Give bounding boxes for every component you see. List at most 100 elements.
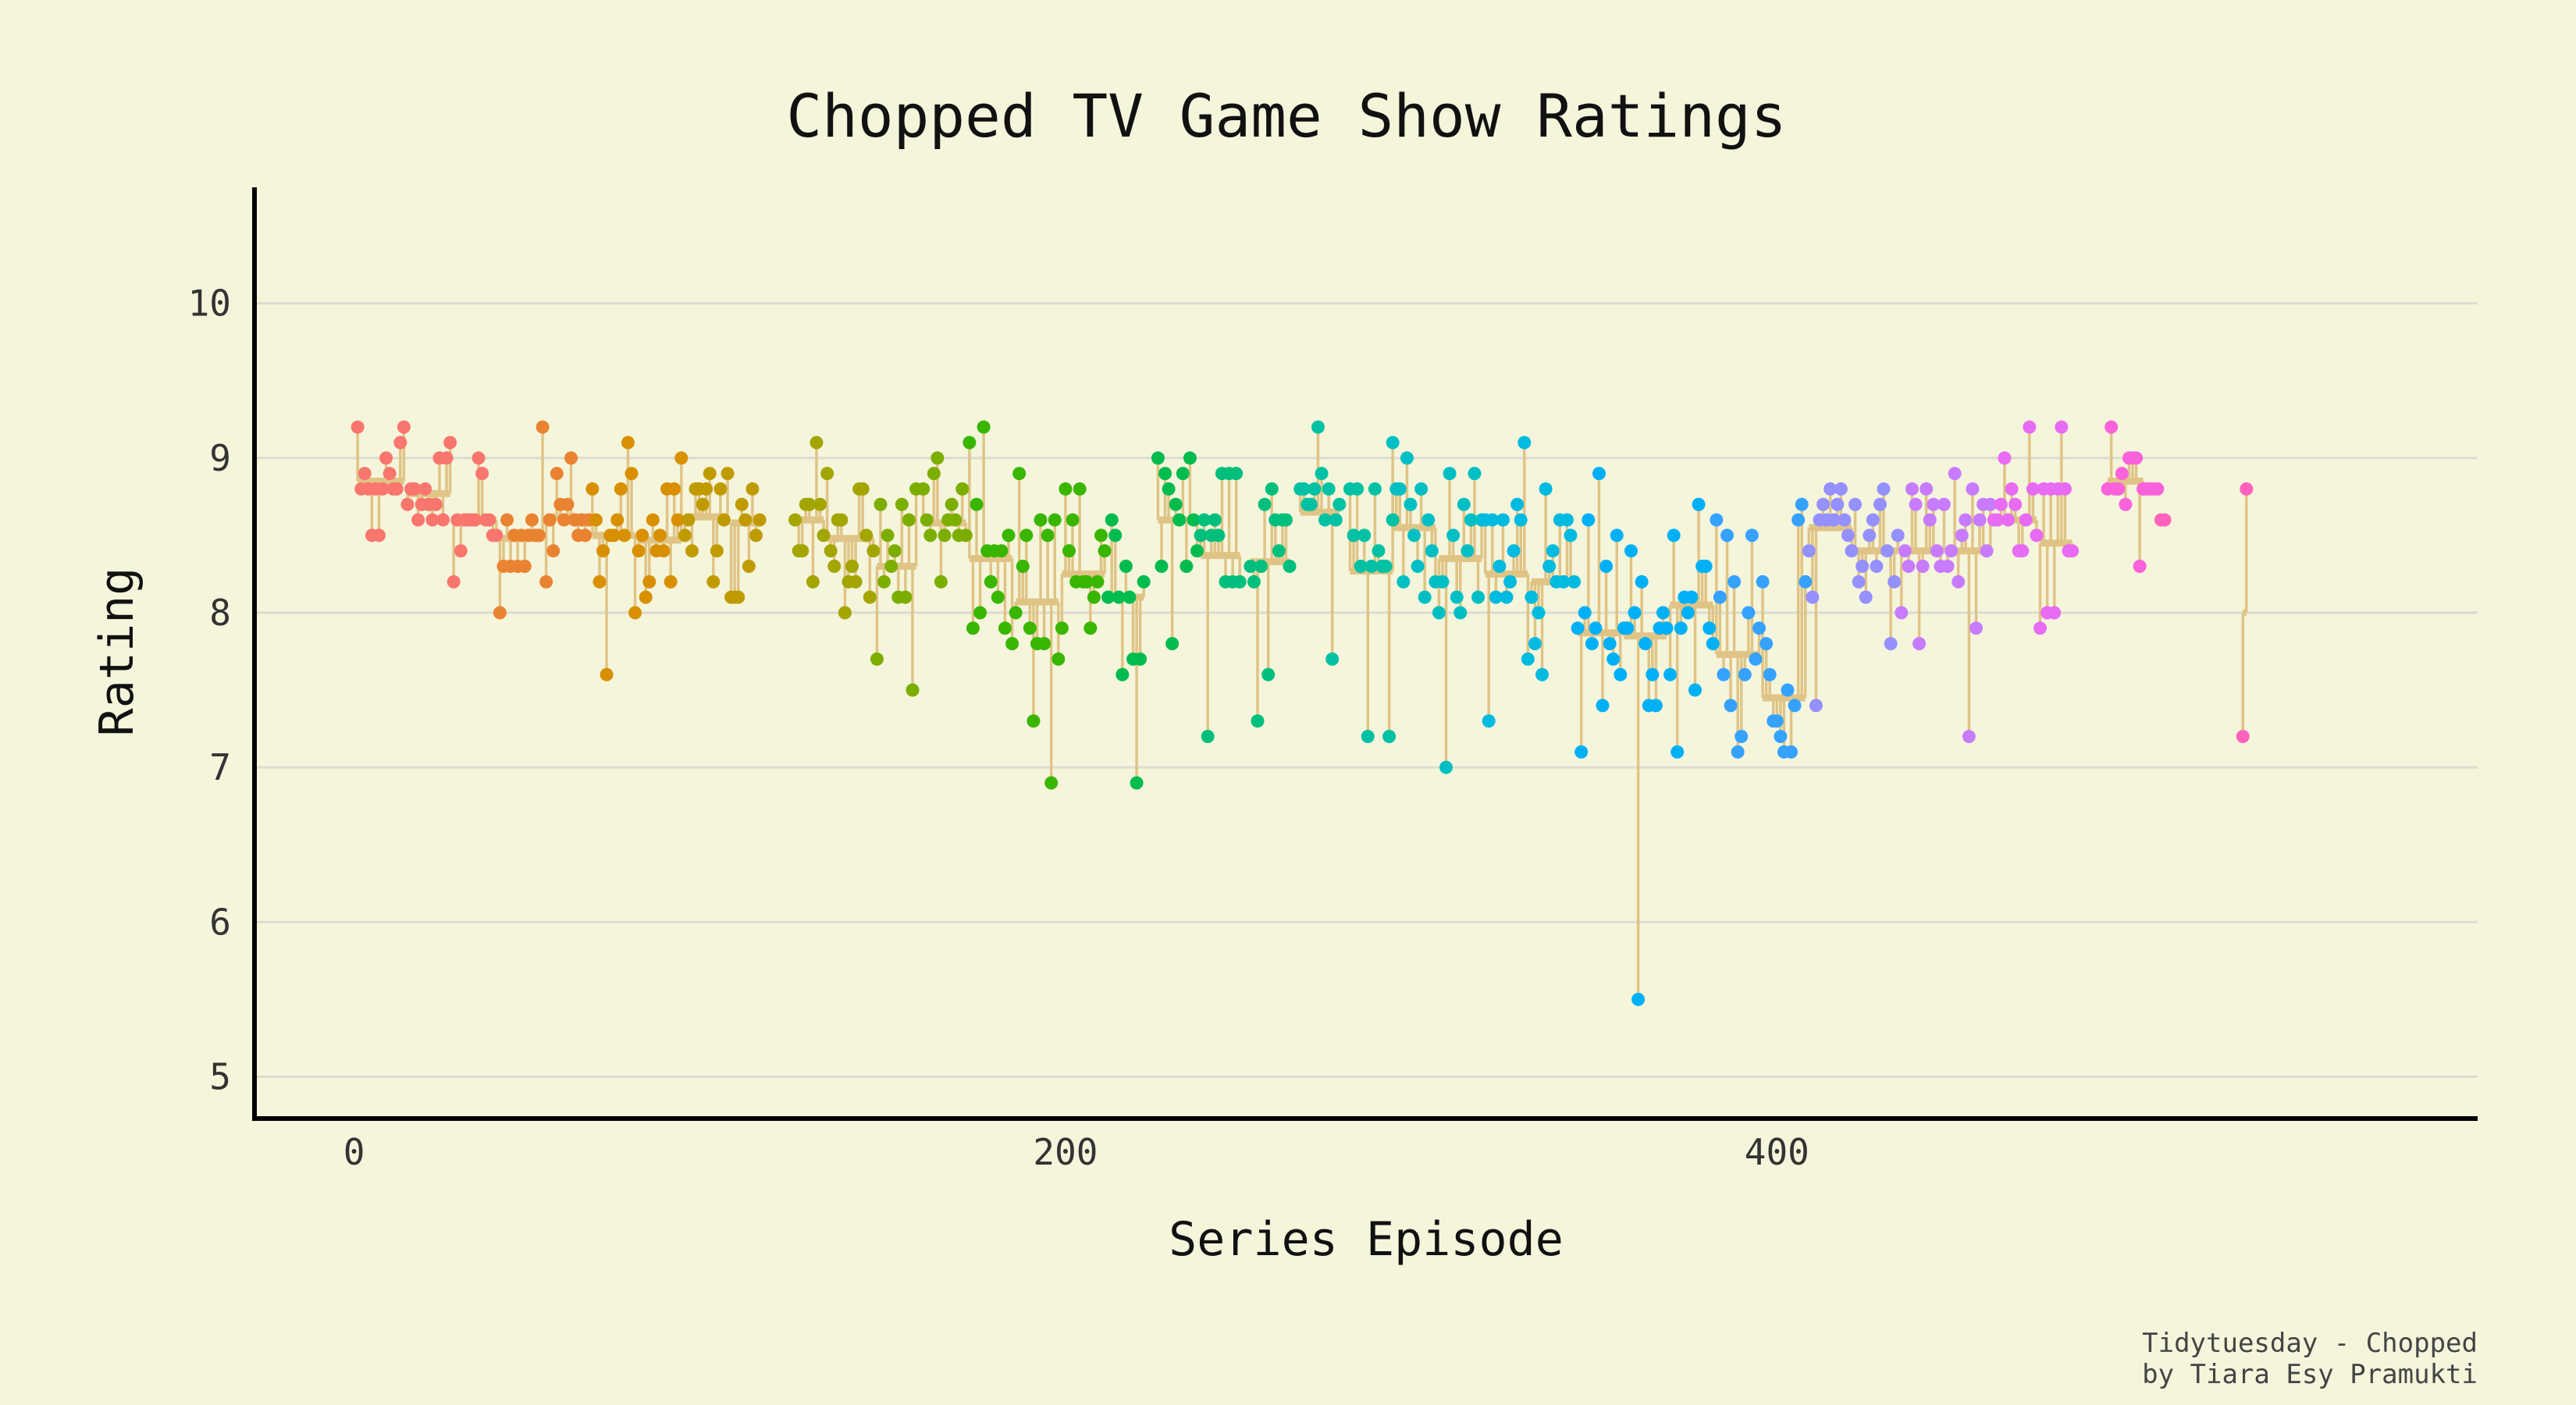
episode-point xyxy=(1503,574,1517,589)
episode-point xyxy=(1279,513,1293,527)
episode-point xyxy=(1187,513,1201,527)
episode-point xyxy=(2005,482,2019,496)
episode-point xyxy=(1916,560,1930,574)
episode-point xyxy=(1364,560,1379,574)
episode-point xyxy=(1870,560,1884,574)
episode-point xyxy=(539,574,553,589)
episode-point xyxy=(959,528,973,542)
episode-point xyxy=(1731,745,1745,759)
episode-point xyxy=(1101,590,1115,604)
episode-point xyxy=(1578,606,1592,620)
episode-point xyxy=(614,482,628,496)
episode-point xyxy=(1688,683,1703,697)
episode-point xyxy=(1603,637,1617,651)
episode-point xyxy=(2058,482,2072,496)
episode-point xyxy=(945,497,959,511)
episode-point xyxy=(962,436,977,450)
episode-point xyxy=(2019,513,2033,527)
episode-point xyxy=(1638,637,1653,651)
episode-point xyxy=(600,667,614,681)
episode-point xyxy=(1489,590,1503,604)
episode-point xyxy=(1016,560,1030,574)
episode-point xyxy=(393,436,407,450)
episode-point xyxy=(418,482,432,496)
episode-point xyxy=(1208,513,1222,527)
episode-point xyxy=(1735,730,1749,744)
episode-point xyxy=(1681,606,1695,620)
episode-point xyxy=(1966,482,1980,496)
episode-point xyxy=(525,513,539,527)
episode-point xyxy=(1809,699,1823,713)
episode-point xyxy=(681,513,696,527)
episode-point xyxy=(1635,574,1649,589)
episode-point xyxy=(1048,513,1062,527)
episode-point xyxy=(1717,667,1731,681)
episode-point xyxy=(938,528,952,542)
y-tick-labels: 5 6 7 8 9 10 xyxy=(188,283,231,1098)
episode-point xyxy=(806,574,820,589)
episode-point xyxy=(1347,528,1361,542)
episode-point xyxy=(1525,590,1539,604)
episode-point xyxy=(1297,482,1311,496)
episode-point xyxy=(1411,560,1425,574)
episode-point xyxy=(1510,497,1525,511)
episode-point xyxy=(1272,544,1286,558)
episode-point xyxy=(1685,590,1699,604)
episode-point xyxy=(1123,590,1137,604)
episode-point xyxy=(589,513,603,527)
episode-point xyxy=(1361,730,1375,744)
episode-point xyxy=(710,544,724,558)
episode-point xyxy=(592,574,607,589)
episode-point xyxy=(454,544,468,558)
episode-point xyxy=(429,497,443,511)
episode-point xyxy=(411,513,425,527)
episode-point xyxy=(696,497,710,511)
episode-point xyxy=(1468,467,1482,481)
episode-point xyxy=(1105,513,1119,527)
episode-point xyxy=(1891,528,1905,542)
episode-point xyxy=(1873,497,1887,511)
episode-point xyxy=(685,544,699,558)
episode-point xyxy=(1421,513,1436,527)
episode-point xyxy=(1539,482,1553,496)
episode-point xyxy=(1952,574,1966,589)
episode-point xyxy=(1624,544,1638,558)
episode-point xyxy=(557,513,571,527)
episode-point xyxy=(970,497,984,511)
episode-point xyxy=(1599,560,1614,574)
episode-point xyxy=(735,497,749,511)
episode-point xyxy=(1400,451,1414,465)
episode-point xyxy=(849,574,863,589)
episode-point xyxy=(1802,544,1816,558)
episode-point xyxy=(859,528,873,542)
y-axis-title: Rating xyxy=(90,567,144,737)
y-tick-label: 9 xyxy=(209,437,231,479)
episode-point xyxy=(1432,606,1446,620)
episode-point xyxy=(749,528,763,542)
episode-point xyxy=(1382,730,1397,744)
episode-point xyxy=(1749,652,1763,666)
episode-point xyxy=(870,652,884,666)
x-tick-labels: 0 200 400 xyxy=(343,1131,1809,1173)
episode-point xyxy=(1589,621,1603,635)
episode-point xyxy=(1418,590,1432,604)
episode-point xyxy=(1944,544,1959,558)
episode-point xyxy=(1130,776,1144,790)
episode-point xyxy=(1190,544,1204,558)
episode-point xyxy=(1660,621,1674,635)
episode-point xyxy=(1606,652,1621,666)
episode-point xyxy=(731,590,745,604)
episode-point xyxy=(1315,467,1329,481)
episode-point xyxy=(713,482,728,496)
episode-point xyxy=(2105,420,2119,434)
y-tick-label: 8 xyxy=(209,592,231,634)
episode-point xyxy=(706,574,720,589)
episode-point xyxy=(1172,513,1187,527)
episode-point xyxy=(824,544,838,558)
episode-point xyxy=(720,467,735,481)
episode-point xyxy=(1905,482,1919,496)
episode-point xyxy=(1542,560,1557,574)
episode-point xyxy=(2158,513,2172,527)
episode-point xyxy=(1311,420,1325,434)
episode-point xyxy=(1806,590,1820,604)
